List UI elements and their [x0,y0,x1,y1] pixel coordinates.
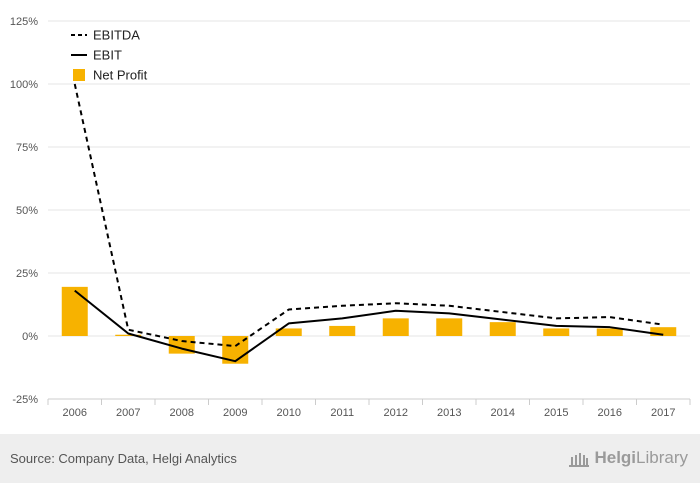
x-tick-label: 2008 [170,407,194,419]
y-tick-label: 125% [10,16,38,28]
net-profit-bar [489,322,516,336]
y-tick-label: 25% [16,268,38,280]
legend-swatch-net-profit [73,69,85,81]
x-tick-label: 2010 [277,407,301,419]
x-tick-label: 2011 [330,407,354,419]
logo-prefix: Helgi [594,448,637,467]
ebit-line [74,289,664,363]
net-profit-bar [329,325,356,336]
series-lines [73,83,664,363]
net-profit-bar [650,327,677,336]
legend-label: EBITDA [93,28,140,43]
net-profit-bars [61,286,677,364]
x-tick-label: 2006 [63,407,87,419]
net-profit-bar [543,328,570,336]
logo-suffix: Library [636,448,688,467]
legend-label: Net Profit [93,68,148,83]
source-note: Source: Company Data, Helgi Analytics [10,451,237,466]
x-tick-label: 2009 [223,407,247,419]
x-axis: 2006 2007 2008 2009 2010 2011 2012 2013 2014 2015… [47,398,691,419]
ebitda-line [73,83,664,348]
x-tick-label: 2015 [544,407,568,419]
legend-label: EBIT [93,48,122,63]
grid [48,20,690,400]
net-profit-bar [596,328,623,336]
x-tick-label: 2013 [437,407,461,419]
x-tick-label: 2014 [491,407,515,419]
x-tick-label: 2012 [384,407,408,419]
y-tick-label: 75% [16,142,38,154]
chart: -25% 0% 25% 50% 75% 100% 125% 2006 2007 2008 2009… [10,16,691,419]
net-profit-bar [115,334,142,336]
footer: Source: Company Data, Helgi Analytics He… [0,434,700,483]
net-profit-bar [382,318,409,336]
library-building-icon [569,452,590,467]
legend: EBITDA EBIT Net Profit [71,28,148,83]
x-tick-label: 2017 [651,407,675,419]
net-profit-bar [436,318,463,336]
y-axis: -25% 0% 25% 50% 75% 100% 125% [10,16,38,406]
y-tick-label: 100% [10,79,38,91]
y-tick-label: 50% [16,205,38,217]
x-tick-label: 2016 [598,407,622,419]
x-tick-label: 2007 [116,407,140,419]
y-tick-label: 0% [22,331,38,343]
y-tick-label: -25% [12,394,38,406]
net-profit-bar [61,286,88,336]
helgi-library-logo[interactable]: HelgiLibrary [568,448,688,468]
net-profit-bar [275,328,302,336]
